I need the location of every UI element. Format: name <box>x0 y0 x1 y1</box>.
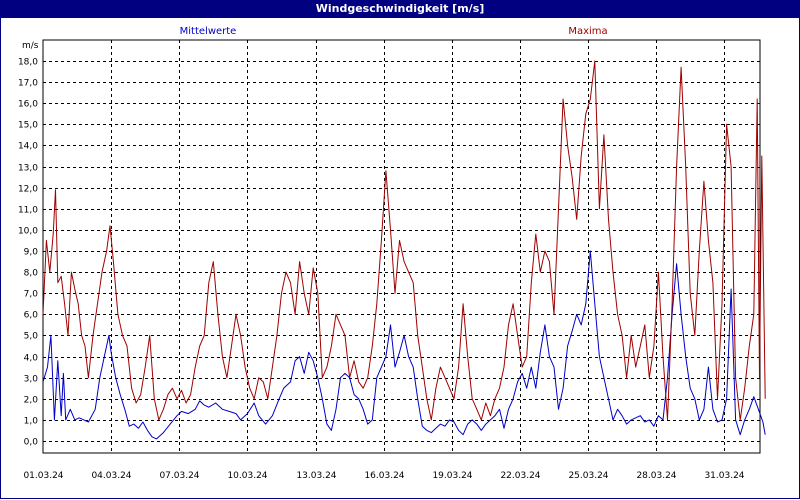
x-tick-label: 25.03.24 <box>568 471 608 481</box>
x-tick-label: 13.03.24 <box>296 471 336 481</box>
y-tick-label: 13,0 <box>18 164 38 174</box>
data-series <box>42 60 766 440</box>
x-tick-label: 01.03.24 <box>23 471 63 481</box>
legend-mittelwerte: Mittelwerte <box>180 26 237 37</box>
y-tick-label: 5,0 <box>24 332 39 342</box>
chart-title: Windgeschwindigkeit [m/s] <box>0 0 800 18</box>
x-tick-label: 19.03.24 <box>432 471 472 481</box>
x-tick-label: 04.03.24 <box>91 471 131 481</box>
x-tick-label: 07.03.24 <box>159 471 199 481</box>
y-tick-label: 16,0 <box>18 100 38 110</box>
y-tick-label: 10,0 <box>18 227 38 237</box>
plot-area-border <box>42 39 761 454</box>
y-tick-label: 9,0 <box>24 248 39 258</box>
y-tick-label: 2,0 <box>24 396 39 406</box>
y-tick-label: 17,0 <box>18 79 38 89</box>
x-tick-label: 16.03.24 <box>364 471 404 481</box>
y-tick-label: 1,0 <box>24 417 39 427</box>
y-tick-label: 8,0 <box>24 269 39 279</box>
legend-maxima: Maxima <box>568 26 607 37</box>
y-tick-label: 15,0 <box>18 121 38 131</box>
y-tick-label: 7,0 <box>24 290 39 300</box>
grid-lines <box>43 40 760 453</box>
y-tick-label: 6,0 <box>24 311 39 321</box>
series-mittelwerte-line <box>42 250 766 440</box>
y-axis-unit-label: m/s <box>22 41 39 51</box>
series-maxima-line <box>42 60 766 421</box>
y-tick-label: 12,0 <box>18 185 38 195</box>
x-tick-label: 31.03.24 <box>704 471 744 481</box>
y-tick-label: 18,0 <box>18 58 38 68</box>
y-axis: m/s 0,0 1,0 2,0 3,0 4,0 5,0 6,0 7,0 8,0 9,0 10,0 11… <box>18 41 39 448</box>
y-tick-label: 11,0 <box>18 206 38 216</box>
y-tick-label: 3,0 <box>24 375 39 385</box>
y-tick-label: 0,0 <box>24 438 39 448</box>
x-axis: 01.03.24 04.03.24 07.03.24 10.03.24 13.03.24… <box>23 471 744 481</box>
y-tick-label: 14,0 <box>18 142 38 152</box>
plot-frame <box>42 39 761 454</box>
x-tick-label: 10.03.24 <box>227 471 267 481</box>
x-tick-label: 28.03.24 <box>636 471 676 481</box>
y-tick-label: 4,0 <box>24 354 39 364</box>
x-tick-label: 22.03.24 <box>500 471 540 481</box>
